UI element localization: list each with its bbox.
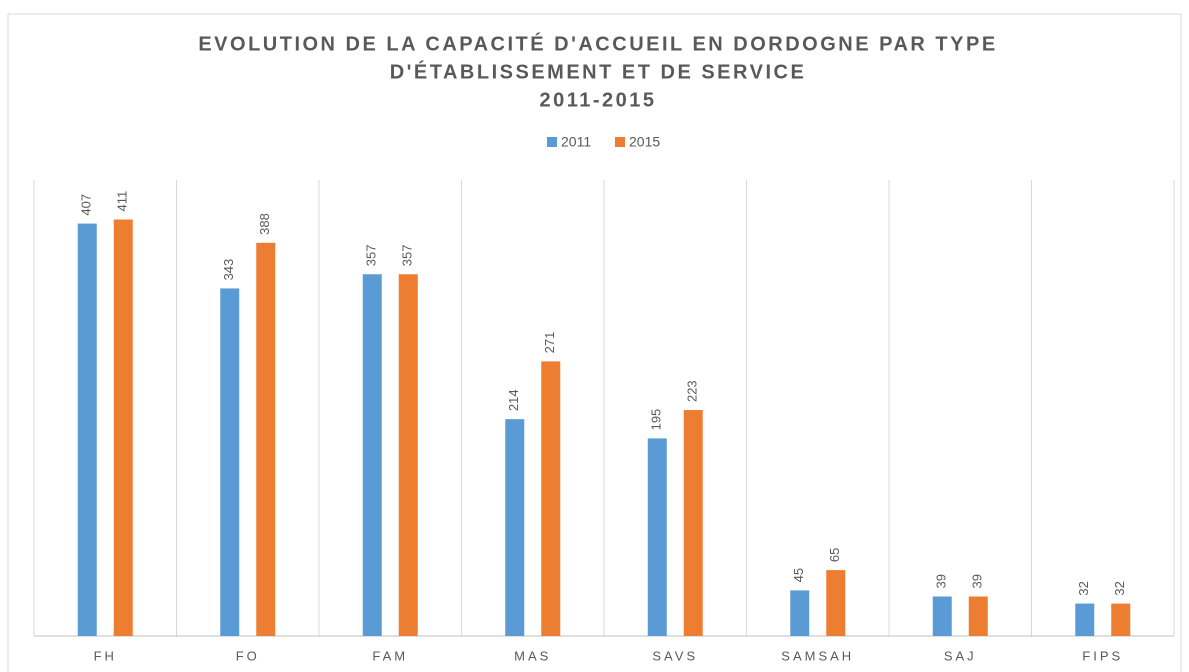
data-label: 357 [400, 245, 415, 267]
data-label: 65 [827, 548, 842, 562]
chart-title: EVOLUTION DE LA CAPACITÉ D'ACCUEIL EN DO… [198, 32, 997, 55]
bar [362, 274, 382, 636]
data-label: 407 [79, 194, 94, 216]
x-tick-label: FO [236, 648, 260, 663]
x-tick-label: FAM [372, 648, 408, 663]
data-label: 214 [506, 389, 521, 411]
bar [256, 242, 276, 636]
x-tick-label: SAVS [652, 648, 698, 663]
data-label: 343 [221, 259, 236, 281]
legend-label: 2015 [629, 134, 660, 150]
data-label: 32 [1112, 581, 1127, 595]
data-label: 388 [257, 213, 272, 235]
bar [968, 596, 988, 636]
legend-label: 2011 [561, 134, 591, 150]
bar [77, 223, 97, 636]
x-tick-label: MAS [514, 648, 551, 663]
bar [398, 274, 418, 636]
data-label: 271 [542, 332, 557, 354]
data-label: 39 [970, 574, 985, 588]
bar [113, 219, 133, 636]
bar [1111, 603, 1131, 636]
bar [683, 410, 703, 636]
x-tick-label: SAJ [944, 648, 977, 663]
bar [790, 590, 810, 636]
chart-title: 2011-2015 [539, 89, 656, 111]
x-tick-label: FH [94, 648, 117, 663]
data-label: 357 [364, 245, 379, 267]
data-label: 39 [934, 574, 949, 588]
bar [541, 361, 561, 636]
x-tick-label: FIPS [1082, 648, 1123, 663]
legend-swatch [615, 137, 625, 147]
data-label: 195 [649, 409, 664, 431]
data-label: 223 [685, 380, 700, 402]
bar [932, 596, 952, 636]
data-label: 411 [115, 191, 130, 212]
bar [647, 438, 667, 636]
bar [826, 570, 846, 636]
bar [220, 288, 240, 636]
legend-swatch [547, 137, 557, 147]
chart-title: D'ÉTABLISSEMENT ET DE SERVICE [390, 60, 807, 83]
bar [505, 419, 525, 636]
data-label: 32 [1076, 581, 1091, 595]
bar [1075, 603, 1095, 636]
chart-border [7, 13, 1182, 672]
data-label: 45 [791, 568, 806, 582]
x-tick-label: SAMSAH [781, 648, 854, 663]
